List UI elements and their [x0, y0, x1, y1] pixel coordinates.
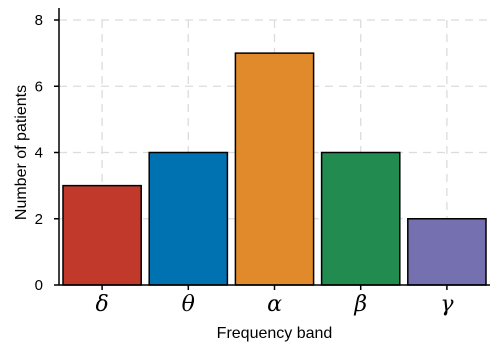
x-tick-label: θ	[182, 292, 195, 317]
y-tick-label: 6	[35, 78, 43, 95]
x-axis-title: Frequency band	[217, 325, 333, 342]
x-tick-label: α	[267, 292, 282, 317]
y-tick-label: 4	[35, 145, 43, 162]
bar-3	[322, 153, 400, 286]
x-tick-label: δ	[95, 292, 108, 317]
bar-0	[63, 186, 141, 285]
bar-4	[408, 219, 486, 285]
y-tick-label: 2	[35, 211, 43, 228]
x-tick-label: β	[353, 292, 367, 317]
bar-2	[235, 53, 313, 285]
y-tick-label: 8	[35, 12, 43, 29]
bar-1	[149, 153, 227, 286]
y-tick-label: 0	[35, 277, 43, 294]
bars	[63, 53, 486, 285]
y-axis-title: Number of patients	[13, 85, 30, 220]
x-tick-label: γ	[440, 292, 454, 317]
